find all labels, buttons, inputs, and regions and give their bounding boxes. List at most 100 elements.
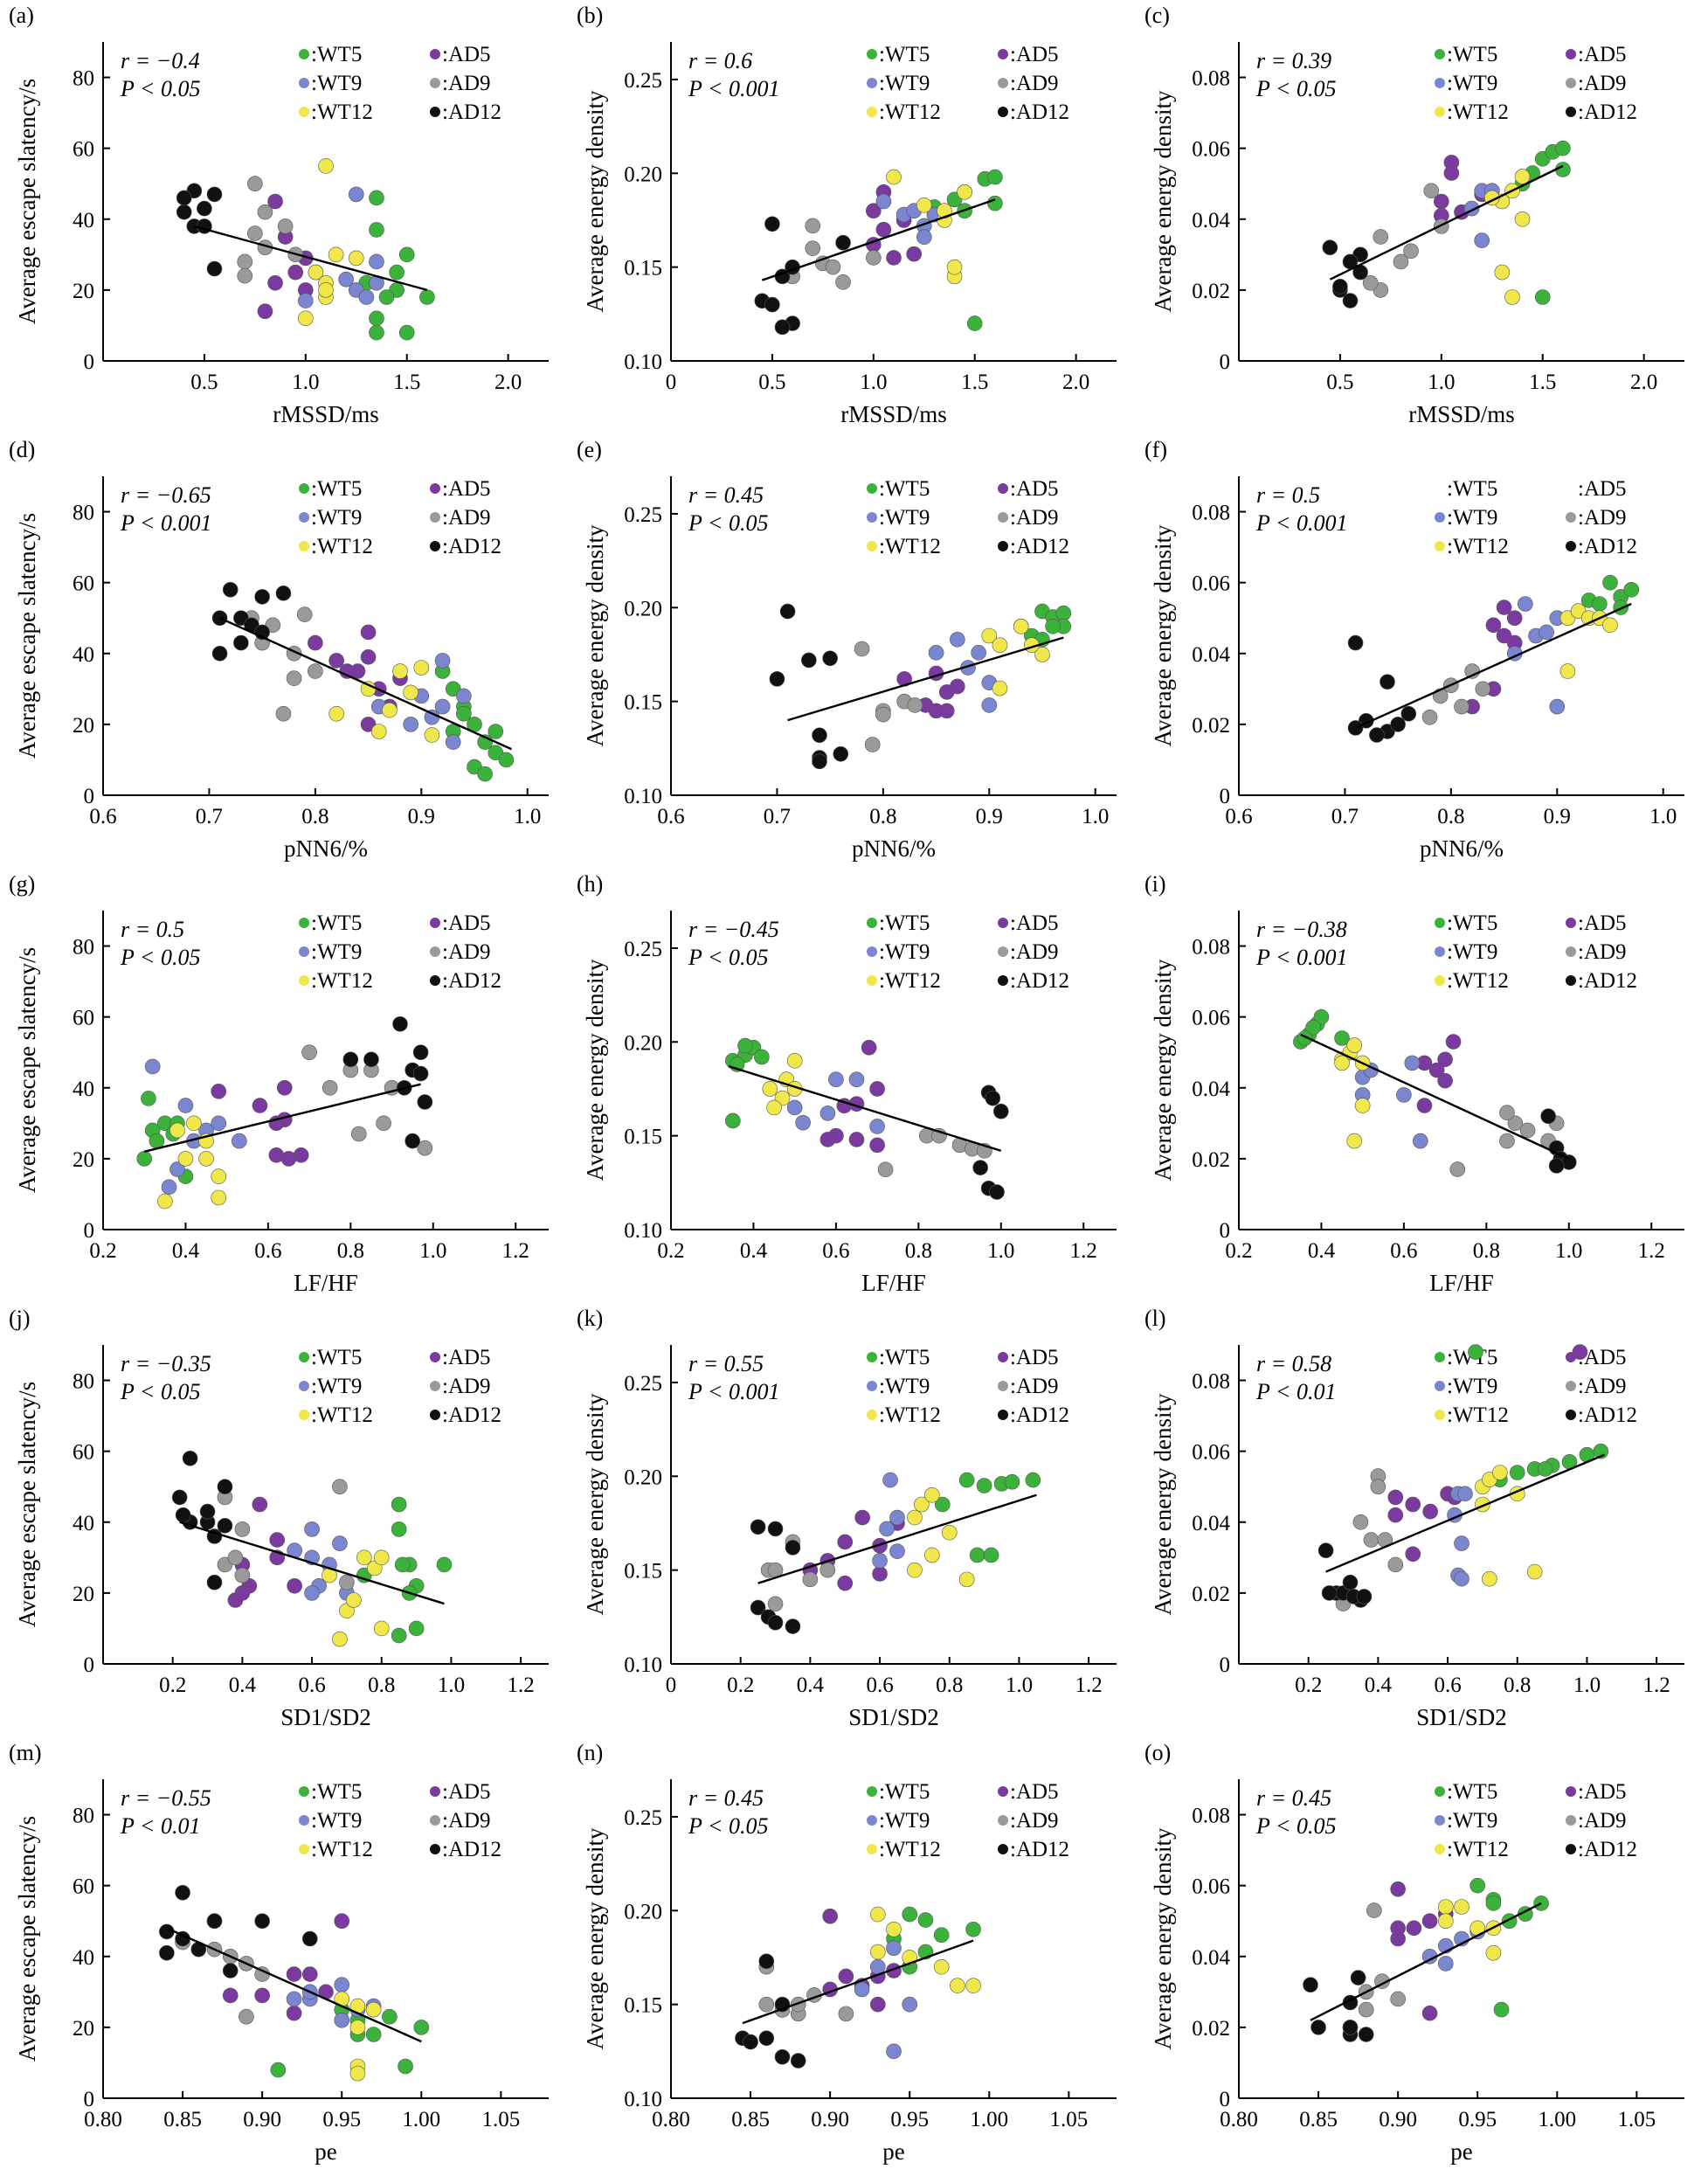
r-value: r = 0.55 [688,1351,764,1376]
legend-marker [299,1352,309,1362]
data-point [1506,610,1523,627]
data-point [987,169,1003,185]
x-tick-label: 0.2 [1225,1239,1252,1263]
y-tick-label: 60 [73,572,94,596]
legend-marker [867,483,877,494]
y-axis-label: Average energy density [582,959,608,1181]
y-tick-label: 0.20 [624,1031,662,1055]
y-tick-label: 60 [73,1007,94,1030]
legend-label: :AD12 [1578,1403,1637,1427]
data-point [835,234,851,251]
legend-label: :WT5 [879,1346,930,1369]
y-tick-label: 0.15 [624,1560,662,1584]
y-tick-label: 0.06 [1192,1007,1230,1030]
data-point [785,1540,801,1556]
legend-label: :AD5 [442,477,491,501]
data-point [1342,2020,1359,2035]
data-point [157,1193,173,1209]
legend-marker [430,1844,440,1854]
data-point [1303,1977,1318,1993]
data-point [743,2034,758,2050]
legend-marker [1435,107,1445,117]
data-point [1387,1507,1404,1523]
y-tick-label: 40 [73,643,94,667]
r-value: r = −0.35 [121,1351,211,1376]
data-point [234,1585,251,1601]
legend-label: :WT12 [1447,100,1509,124]
data-point [141,1091,156,1106]
data-point [293,1147,309,1163]
x-tick-label: 1.00 [402,2108,440,2131]
data-point [828,1071,844,1088]
y-tick-label: 0.10 [624,785,662,808]
y-tick-label: 0 [1220,2088,1231,2111]
y-tick-label: 0.04 [1192,1946,1230,1970]
legend-label: :AD5 [442,911,491,935]
y-tick-label: 0.25 [624,1806,662,1830]
legend-label: :WT12 [879,1403,941,1427]
data-point [872,1566,888,1582]
x-tick-label: 0.4 [740,1239,768,1263]
data-point [1428,1062,1445,1078]
data-point [348,186,364,203]
data-point [766,1099,782,1116]
data-point [322,1079,338,1096]
legend-label: :AD5 [1578,477,1627,501]
legend-label: :AD12 [1578,535,1637,558]
data-point [298,293,314,308]
x-axis-label: LF/HF [1429,1270,1494,1296]
p-value: P < 0.01 [120,1813,200,1839]
legend-marker [867,1815,877,1826]
data-point [1474,232,1490,248]
data-point [886,1921,902,1937]
x-tick-label: 0.4 [1365,1674,1393,1697]
data-point [373,1549,390,1566]
legend-marker [1435,541,1445,551]
legend-label: :AD12 [1010,535,1069,558]
data-point [1485,1895,1502,1911]
legend-label: :WT5 [879,1780,930,1804]
legend-marker [867,975,877,986]
data-point [933,1958,950,1975]
x-tick-label: 1.05 [1049,2108,1088,2131]
data-point [391,1496,407,1513]
panel-label: (k) [577,1306,603,1331]
legend-marker [430,1381,440,1391]
data-point [275,586,292,601]
legend-label: :WT12 [879,969,941,993]
legend-label: :AD12 [442,1838,501,1861]
y-tick-label: 0.20 [624,1900,662,1923]
panel-label: (g) [9,871,35,897]
data-point [819,1562,836,1578]
legend-marker [867,1786,877,1797]
data-point [1514,169,1531,184]
legend-label: :AD9 [1578,940,1627,964]
x-tick-label: 0.85 [731,2108,770,2131]
data-point [1346,1037,1363,1053]
data-point [1454,1535,1469,1551]
data-point [902,1996,918,2013]
x-axis-label: pNN6/% [852,835,936,862]
data-point [424,727,440,743]
data-point [392,663,408,679]
data-point [1443,165,1460,181]
data-point [992,1103,1009,1119]
data-point [906,246,922,262]
data-point [1437,1913,1454,1930]
x-tick-label: 1.2 [1638,1239,1665,1263]
legend-label: :WT9 [311,506,362,530]
data-point [287,1577,302,1594]
legend-marker [299,1844,309,1854]
x-tick-label: 1.0 [860,371,887,394]
regression-line [219,617,512,751]
legend-label: :AD5 [1578,911,1627,935]
x-tick-label: 0.5 [190,371,218,394]
legend-marker [867,1410,877,1420]
data-point [1354,1098,1371,1113]
data-point [1572,1344,1588,1360]
data-point [398,246,415,263]
legend-marker [998,1844,1008,1854]
panel-label: (n) [577,1740,603,1765]
x-tick-label: 0.2 [727,1674,754,1697]
data-point [969,1547,985,1563]
